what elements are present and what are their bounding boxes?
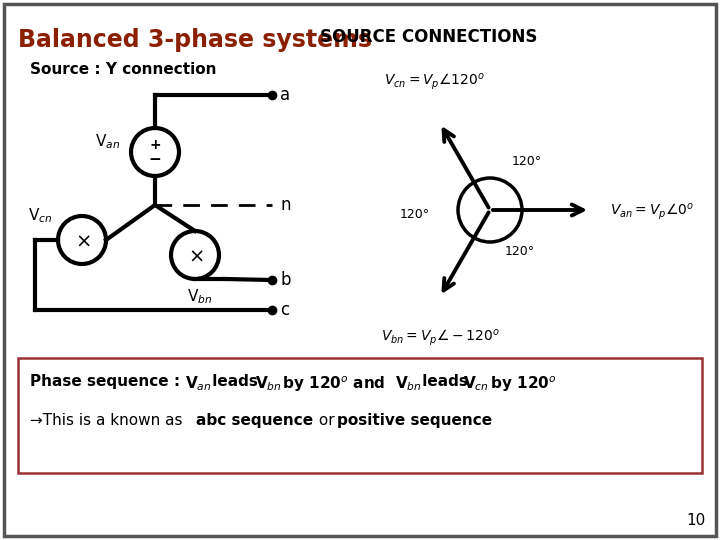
FancyBboxPatch shape <box>18 358 702 473</box>
Text: b: b <box>280 271 290 289</box>
Text: by 120$^o$ and: by 120$^o$ and <box>277 374 387 394</box>
FancyBboxPatch shape <box>4 4 716 536</box>
Text: leads: leads <box>207 374 263 389</box>
Text: ×: × <box>76 233 92 252</box>
Text: 120°: 120° <box>505 245 535 258</box>
Text: V$_{bn}$: V$_{bn}$ <box>187 287 212 306</box>
Text: V$_{cn}$: V$_{cn}$ <box>463 374 489 393</box>
Text: n: n <box>280 196 290 214</box>
Text: V$_{cn}$: V$_{cn}$ <box>27 206 52 225</box>
Text: →This is a known as: →This is a known as <box>30 413 187 428</box>
Text: 120°: 120° <box>400 208 430 221</box>
Text: Balanced 3-phase systems: Balanced 3-phase systems <box>18 28 372 52</box>
Text: −: − <box>148 152 161 167</box>
Text: Source : Y connection: Source : Y connection <box>30 62 217 77</box>
Text: positive sequence: positive sequence <box>337 413 492 428</box>
Text: 10: 10 <box>687 513 706 528</box>
Text: V$_{bn}$: V$_{bn}$ <box>395 374 422 393</box>
Text: SOURCE CONNECTIONS: SOURCE CONNECTIONS <box>320 28 537 46</box>
Text: $V_{an} = V_p\angle0^o$: $V_{an} = V_p\angle0^o$ <box>610 202 694 222</box>
Text: V$_{bn}$: V$_{bn}$ <box>255 374 282 393</box>
Text: V$_{an}$: V$_{an}$ <box>185 374 212 393</box>
Text: abc sequence: abc sequence <box>196 413 313 428</box>
Text: $V_{bn} = V_p\angle-120^o$: $V_{bn} = V_p\angle-120^o$ <box>381 328 500 348</box>
Text: or: or <box>314 413 340 428</box>
Text: c: c <box>280 301 289 319</box>
Text: $V_{cn} = V_p\angle120^o$: $V_{cn} = V_p\angle120^o$ <box>384 72 485 92</box>
Text: a: a <box>280 86 290 104</box>
Text: +: + <box>149 138 161 152</box>
Text: 120°: 120° <box>512 155 542 168</box>
Text: V$_{an}$: V$_{an}$ <box>95 133 120 151</box>
Text: Phase sequence :: Phase sequence : <box>30 374 191 389</box>
Text: by 120$^o$: by 120$^o$ <box>485 374 557 394</box>
Text: leads: leads <box>417 374 473 389</box>
Text: ×: × <box>189 247 205 267</box>
